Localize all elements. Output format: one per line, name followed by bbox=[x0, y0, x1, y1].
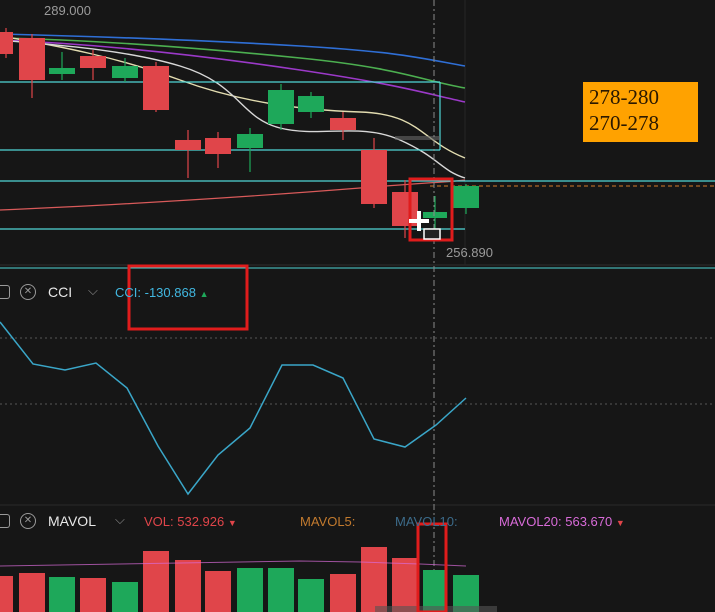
candlesticks bbox=[0, 28, 479, 238]
vol-label: VOL: bbox=[144, 514, 178, 529]
mavol20-label: MAVOL20: bbox=[499, 514, 566, 529]
crosshair-cursor-icon bbox=[409, 211, 441, 240]
mavol-indicator-name[interactable]: MAVOL bbox=[48, 513, 96, 529]
chevron-down-icon[interactable]: ⌵ bbox=[88, 283, 98, 298]
settings-icon[interactable] bbox=[0, 285, 10, 299]
cci-line bbox=[0, 321, 467, 496]
highlight-box-cci bbox=[127, 264, 249, 331]
chevron-down-icon[interactable]: ⌵ bbox=[115, 512, 125, 527]
highlight-box-volume bbox=[416, 522, 448, 612]
ma-purple-line bbox=[0, 39, 466, 103]
ma-white-line bbox=[0, 39, 466, 179]
cci-value: -130.868 bbox=[144, 285, 196, 300]
close-icon[interactable]: ✕ bbox=[20, 513, 36, 529]
mavol5-label: MAVOL5: bbox=[300, 514, 356, 529]
annotation-line-1: 278-280 bbox=[589, 85, 659, 109]
ma-green-line bbox=[0, 37, 466, 89]
triangle-down-icon: ▼ bbox=[227, 518, 237, 528]
cci-value-readout: CCI: -130.868 ▲ bbox=[115, 285, 209, 300]
ma-red-line bbox=[0, 179, 466, 211]
high-price-label: 289.000 bbox=[44, 3, 91, 18]
vol-readout: VOL: 532.926 ▼ bbox=[144, 514, 237, 529]
vol-value: 532.926 bbox=[177, 514, 225, 529]
ma-cream-line bbox=[0, 35, 466, 159]
mavol-line bbox=[0, 560, 467, 567]
cci-value-label: CCI: bbox=[115, 285, 145, 300]
annotation-line-2: 270-278 bbox=[589, 111, 659, 135]
mavol10-label: MAVOL10: bbox=[395, 514, 458, 529]
mavol20-readout: MAVOL20: 563.670 ▼ bbox=[499, 514, 625, 529]
ma-blue-line bbox=[0, 33, 466, 67]
low-price-label: 256.890 bbox=[446, 245, 493, 260]
mavol20-value: 563.670 bbox=[565, 514, 613, 529]
triangle-down-icon: ▼ bbox=[615, 518, 625, 528]
cci-indicator-name[interactable]: CCI bbox=[48, 284, 73, 300]
close-icon[interactable]: ✕ bbox=[20, 284, 36, 300]
triangle-up-icon: ▲ bbox=[199, 289, 209, 299]
settings-icon[interactable] bbox=[0, 514, 10, 528]
highlight-box-price bbox=[408, 177, 454, 242]
volume-bars bbox=[0, 547, 479, 612]
price-target-annotation: 278-280 270-278 bbox=[583, 82, 698, 142]
